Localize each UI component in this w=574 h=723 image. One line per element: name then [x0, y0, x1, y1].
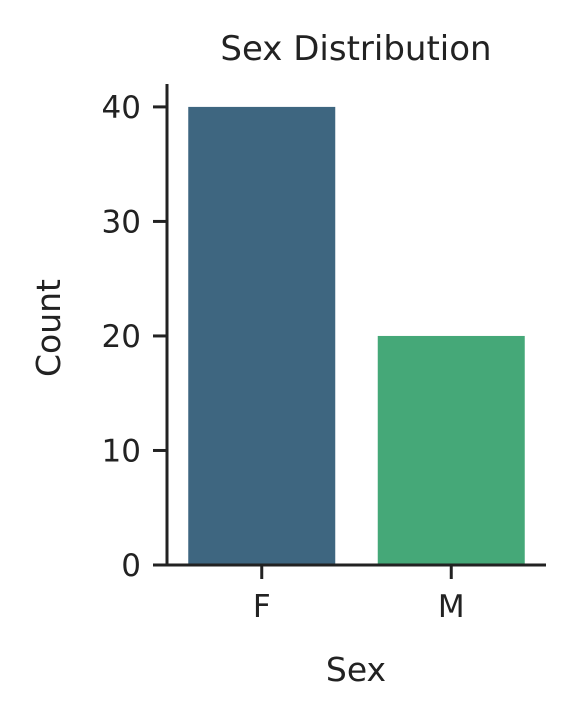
y-axis-label: Count [29, 279, 68, 377]
x-tick-label: M [438, 589, 465, 625]
chart-title: Sex Distribution [220, 29, 491, 69]
bar-f [188, 107, 335, 565]
y-tick-label: 20 [102, 319, 141, 355]
x-axis-label: Sex [326, 650, 386, 689]
bar-m [378, 336, 525, 565]
y-axis-ticks: 0 10 20 30 40 [102, 90, 167, 584]
y-tick-label: 40 [102, 90, 141, 126]
y-tick-label: 10 [102, 433, 141, 469]
y-tick-label: 0 [121, 548, 141, 584]
bars-group [188, 107, 525, 565]
x-tick-label: F [253, 589, 271, 625]
y-tick-label: 30 [102, 204, 141, 240]
